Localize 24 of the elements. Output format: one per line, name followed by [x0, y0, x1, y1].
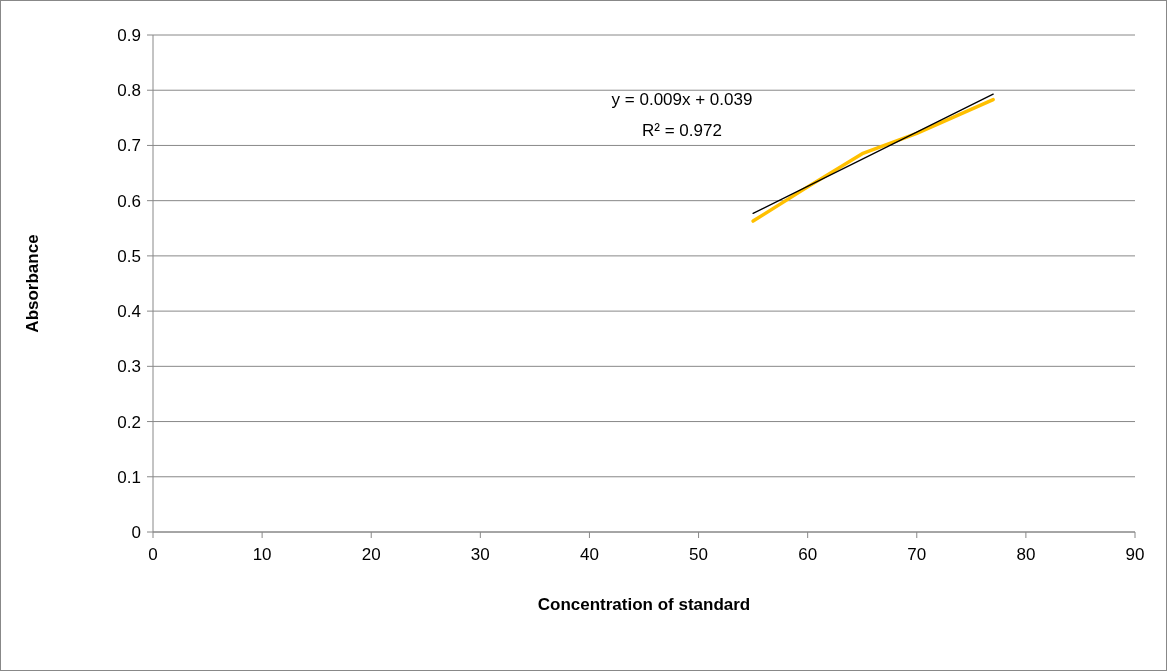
y-tick-label: 0.4 [117, 302, 141, 322]
y-axis-title: Absorbance [23, 234, 42, 333]
annotation: y = 0.009x + 0.039 [611, 89, 753, 109]
x-tick-label: 90 [1125, 545, 1145, 564]
x-tick-label: 30 [470, 545, 490, 564]
x-axis-title: Concentration of standard [537, 595, 751, 614]
y-tick-label: 0.6 [117, 191, 141, 211]
x-tick-label: 0 [148, 545, 158, 564]
y-tick-label: 0.9 [117, 25, 141, 45]
y-tick-label: 0.2 [117, 412, 141, 432]
y-tick-label: 0.8 [117, 81, 141, 101]
y-tick-label: 0 [131, 522, 141, 542]
y-tick-label: 0.3 [117, 357, 141, 377]
x-tick-label: 70 [907, 545, 927, 564]
annotation: R² = 0.972 [642, 120, 722, 140]
x-tick-label: 10 [252, 545, 272, 564]
x-tick-label: 20 [361, 545, 381, 564]
x-tick-label: 80 [1016, 545, 1036, 564]
y-tick-label: 0.1 [117, 467, 141, 487]
x-tick-label: 60 [798, 545, 818, 564]
x-tick-label: 40 [579, 545, 599, 564]
y-tick-label: 0.5 [117, 246, 141, 266]
y-tick-label: 0.7 [117, 136, 141, 156]
x-tick-label: 50 [689, 545, 709, 564]
